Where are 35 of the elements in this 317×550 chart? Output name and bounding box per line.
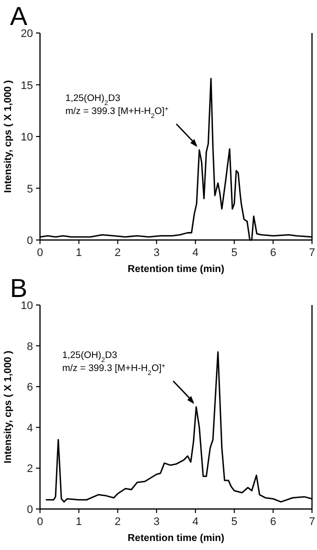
x-tick-label: 3 [154, 516, 160, 528]
y-tick-label: 20 [20, 28, 33, 40]
annotation: 1,25(OH)$_{2}$D3 [62, 350, 118, 364]
x-tick-label: 6 [270, 247, 276, 259]
y-tick-label: 8 [26, 340, 33, 353]
x-tick-label: 4 [192, 516, 198, 528]
y-tick-label: 5 [26, 183, 33, 196]
annotation: m/z = 399.3 [M+H-H$_{2}$O]$^{+}$ [65, 105, 169, 120]
y-axis-title: Intensity, cps ( X 1,000 ) [3, 80, 14, 193]
x-tick-label: 5 [231, 516, 238, 528]
x-tick-label: 3 [154, 247, 160, 259]
y-tick-label: 6 [26, 382, 33, 394]
x-axis-title: Retention time (min) [128, 533, 224, 544]
x-tick-label: 0 [36, 516, 44, 528]
y-tick-label: 4 [26, 422, 33, 434]
x-tick-label: 7 [308, 516, 316, 528]
x-tick-label: 1 [76, 247, 82, 259]
y-tick-label: 10 [20, 132, 33, 144]
x-tick-label: 7 [308, 247, 316, 259]
y-tick-label: 0 [26, 235, 33, 247]
x-tick-label: 0 [36, 247, 44, 259]
x-tick-label: 6 [270, 516, 276, 528]
annotation: 1,25(OH)$_{2}$D3 [65, 92, 120, 106]
annotation: m/z = 399.3 [M+H-H$_{2}$O]$^{+}$ [62, 362, 166, 376]
y-tick-label: 15 [20, 80, 33, 92]
y-tick-label: 10 [20, 300, 33, 312]
y-tick-label: 2 [26, 463, 33, 476]
x-tick-label: 5 [231, 247, 238, 259]
x-tick-label: 2 [114, 247, 121, 259]
y-tick-label: 0 [26, 504, 33, 516]
x-tick-label: 2 [114, 516, 121, 528]
y-axis-title: Intensity, cps ( X 1,000 ) [3, 350, 14, 464]
x-tick-label: 4 [192, 247, 198, 259]
x-axis-title: Retention time (min) [128, 264, 224, 275]
x-tick-label: 1 [76, 516, 82, 528]
